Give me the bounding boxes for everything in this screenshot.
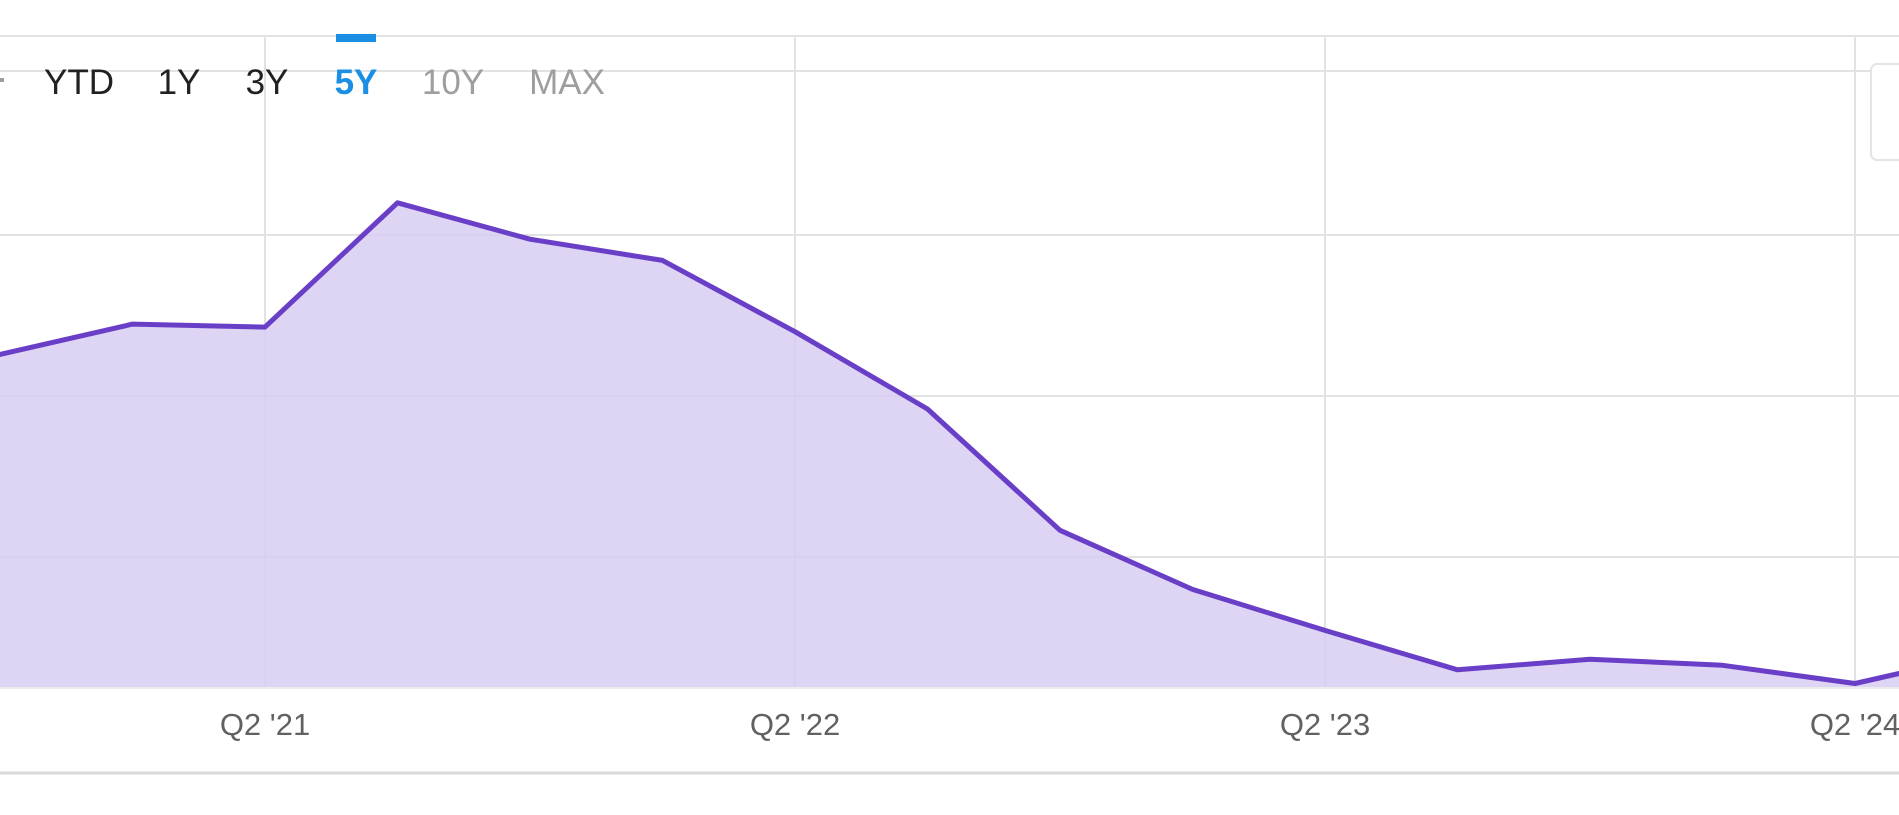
data-point[interactable] bbox=[1190, 586, 1196, 592]
range-button-5y[interactable]: 5Y bbox=[335, 34, 378, 102]
area-fill bbox=[0, 202, 1899, 689]
range-button-label: YTD bbox=[44, 63, 114, 102]
range-button-max: MAX bbox=[529, 63, 605, 102]
range-button-3y[interactable]: 3Y bbox=[246, 63, 289, 102]
range-button-label: 10Y bbox=[422, 63, 484, 102]
side-panel-edge bbox=[1870, 63, 1899, 161]
data-point[interactable] bbox=[1057, 527, 1063, 533]
x-tick-label: Q2 '21 bbox=[220, 707, 310, 742]
range-button-10y: 10Y bbox=[422, 63, 484, 102]
data-point[interactable] bbox=[660, 257, 666, 263]
data-point[interactable] bbox=[792, 329, 798, 335]
series-line bbox=[0, 200, 1899, 686]
data-point[interactable] bbox=[262, 324, 268, 330]
range-button-label: 1Y bbox=[158, 63, 201, 102]
x-tick-label: Q2 '22 bbox=[750, 707, 840, 742]
range-button-ytd[interactable]: YTD bbox=[44, 63, 114, 102]
data-point[interactable] bbox=[527, 236, 533, 242]
range-button-label: 5Y bbox=[335, 63, 378, 102]
range-button-1y[interactable]: 1Y bbox=[158, 63, 201, 102]
data-point[interactable] bbox=[1720, 662, 1726, 668]
data-point[interactable] bbox=[1587, 656, 1593, 662]
data-point[interactable] bbox=[1455, 667, 1461, 673]
scroll-left-icon[interactable] bbox=[0, 78, 4, 82]
selected-indicator bbox=[336, 34, 376, 42]
data-point[interactable] bbox=[130, 321, 136, 327]
plot-area bbox=[0, 200, 1899, 689]
data-point[interactable] bbox=[1852, 681, 1858, 687]
data-point[interactable] bbox=[395, 200, 401, 206]
x-tick-label: Q2 '23 bbox=[1280, 707, 1370, 742]
x-tick-label: Q2 '24 bbox=[1810, 707, 1899, 742]
range-selector: YTD 1Y 3Y 5Y 10Y MAX bbox=[0, 34, 605, 102]
data-point[interactable] bbox=[1322, 627, 1328, 633]
range-button-label: MAX bbox=[529, 63, 605, 102]
range-button-label: 3Y bbox=[246, 63, 289, 102]
x-axis: Q2 '21 Q2 '22 Q2 '23 Q2 '24 bbox=[0, 687, 1899, 775]
data-point[interactable] bbox=[925, 406, 931, 412]
